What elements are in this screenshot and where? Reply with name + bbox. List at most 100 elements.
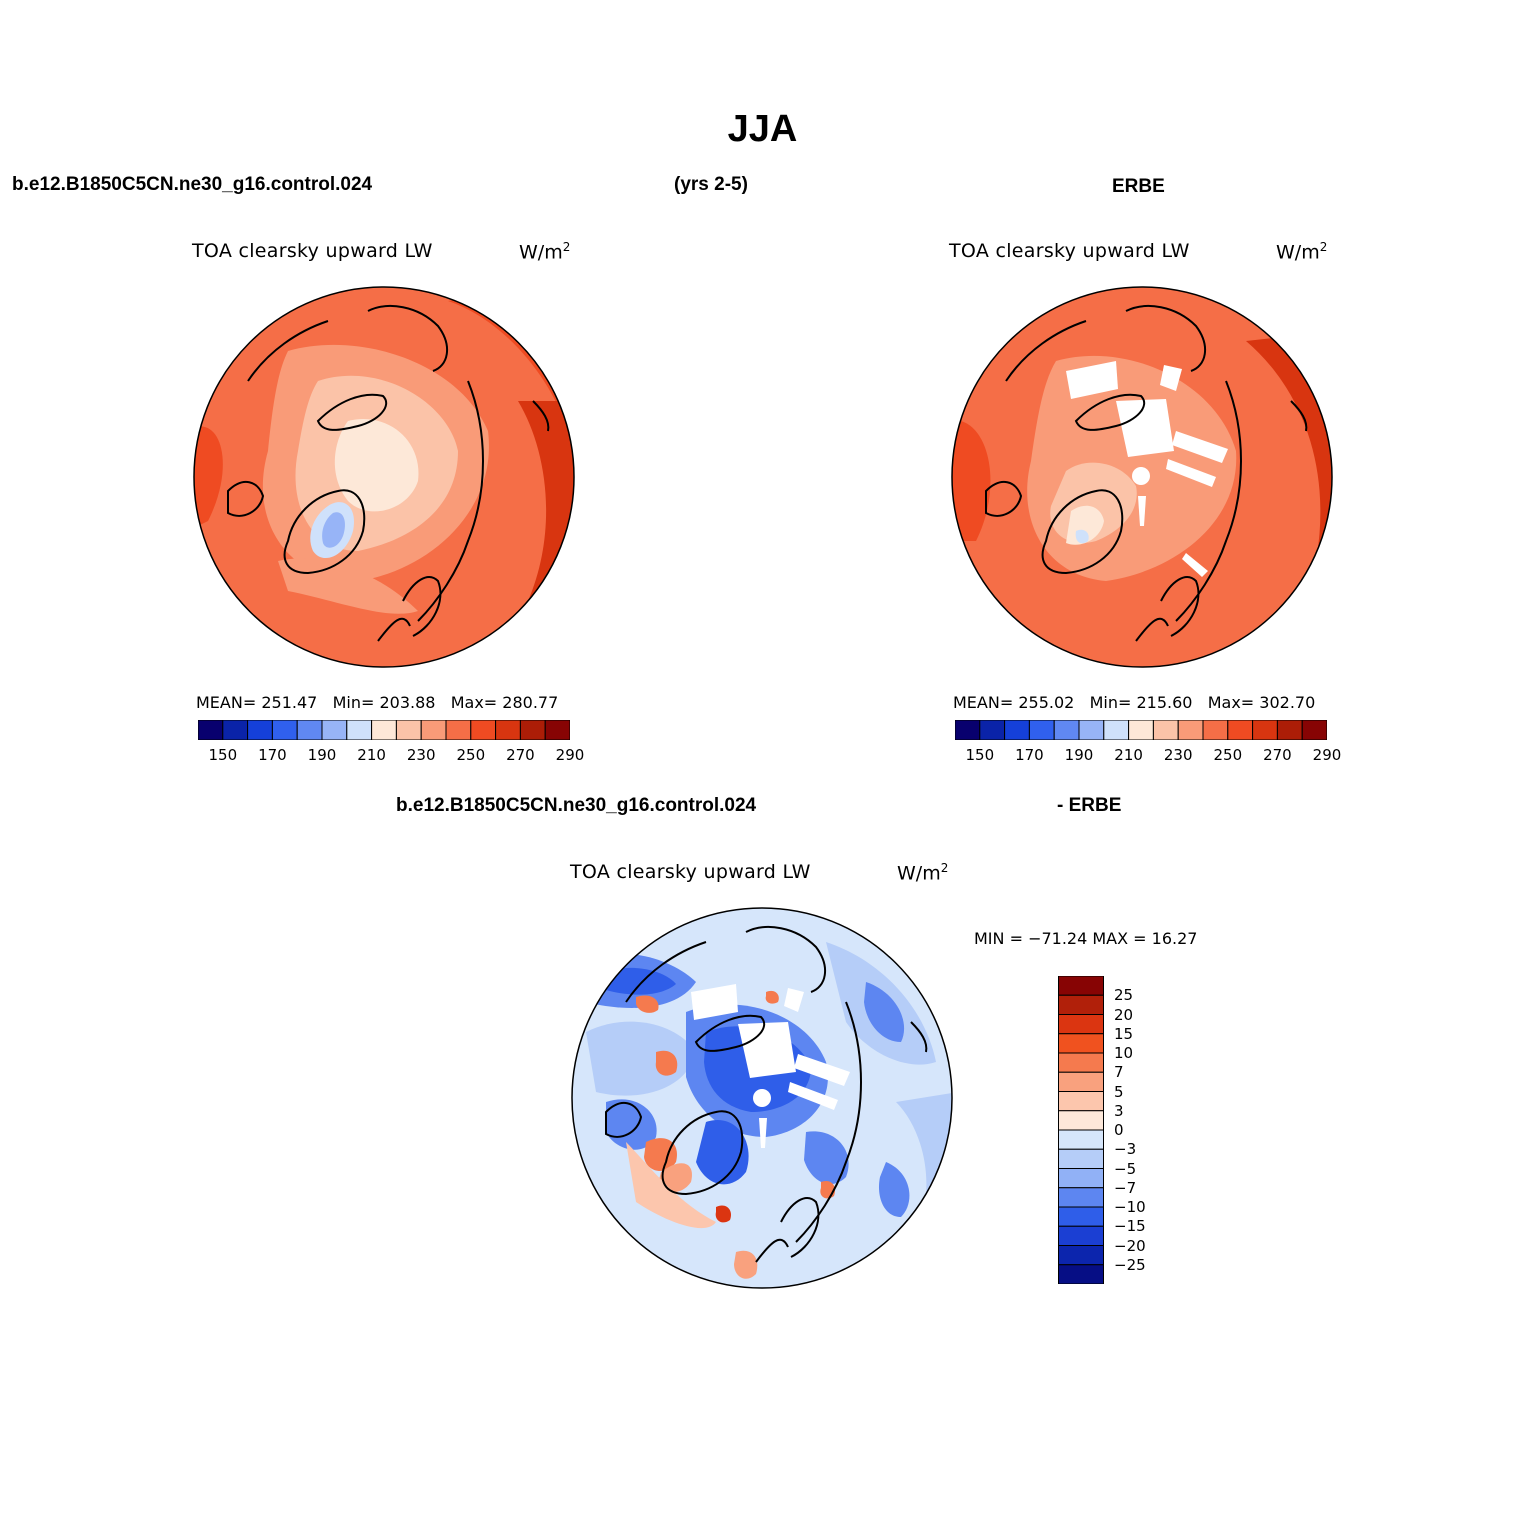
colorbar-swatch — [1058, 1264, 1104, 1284]
colorbar-tick-label: 150 — [965, 746, 995, 764]
colorbar-swatch — [1058, 1225, 1104, 1246]
colorbar-swatch — [1252, 720, 1278, 740]
colorbar-level-label: −10 — [1114, 1198, 1146, 1216]
colorbar-swatch — [1078, 720, 1105, 740]
colorbar-tick-label: 250 — [1213, 746, 1243, 764]
colorbar-level-label: 15 — [1114, 1024, 1134, 1043]
model-polar-map — [193, 286, 575, 668]
colorbar-tick-label: 230 — [406, 746, 436, 764]
colorbar-swatch — [395, 720, 422, 740]
colorbar-level-label: −15 — [1114, 1217, 1146, 1236]
colorbar-tick-label: 270 — [1263, 746, 1292, 764]
colorbar-swatch — [1058, 1033, 1104, 1054]
colorbar-swatch — [519, 720, 546, 740]
colorbar-level-label: −20 — [1114, 1236, 1146, 1255]
colorbar-swatch — [1058, 1206, 1104, 1227]
colorbar-swatch — [1058, 1129, 1104, 1150]
colorbar-swatch — [1301, 720, 1327, 740]
colorbar-swatch — [1058, 1014, 1104, 1035]
obs-polar-map — [951, 286, 1333, 668]
colorbar-swatch — [1058, 1245, 1104, 1266]
main-title: JJA — [727, 108, 798, 150]
colorbar-swatch — [1058, 1091, 1104, 1112]
obs-panel-title: TOA clearsky upward LW — [949, 240, 1190, 262]
colorbar-swatch — [1128, 720, 1154, 740]
colorbar-level-label: 10 — [1114, 1044, 1134, 1062]
model-colorbar-ticks: 150 170 190 210 230 250 270 290 — [198, 746, 584, 766]
colorbar-swatch — [271, 720, 298, 740]
colorbar-level-label: 3 — [1114, 1101, 1124, 1120]
colorbar-swatch — [420, 720, 447, 740]
colorbar-tick-label: 150 — [208, 746, 238, 764]
header-center: (yrs 2-5) — [674, 174, 748, 195]
colorbar-level-label: −5 — [1114, 1159, 1137, 1178]
colorbar-swatch — [1202, 720, 1229, 740]
colorbar-swatch — [1058, 1110, 1104, 1131]
colorbar-swatch — [371, 720, 397, 740]
diff-colorbar-labels: 25 20 15 10 7 5 3 0 −3 −5 −7 −10 −15 −20 −25 — [1114, 976, 1154, 1284]
colorbar-swatch — [1152, 720, 1179, 740]
model-units: W/m2 — [519, 240, 571, 264]
diff-header-right: - ERBE — [1057, 795, 1122, 816]
colorbar-level-label: 0 — [1114, 1121, 1124, 1139]
obs-units: W/m2 — [1276, 240, 1328, 264]
colorbar-level-label: −25 — [1114, 1255, 1146, 1274]
colorbar-swatch — [321, 720, 348, 740]
diff-panel-title: TOA clearsky upward LW — [570, 861, 811, 883]
obs-stats: MEAN= 255.02 Min= 215.60 Max= 302.70 — [953, 693, 1316, 712]
colorbar-level-label: 7 — [1114, 1063, 1124, 1082]
colorbar-tick-label: 250 — [456, 746, 486, 764]
colorbar-tick-label: 290 — [1312, 746, 1342, 764]
colorbar-tick-label: 210 — [357, 746, 386, 764]
colorbar-swatch — [470, 720, 497, 740]
colorbar-swatch — [1058, 1187, 1104, 1208]
diff-units: W/m2 — [897, 861, 949, 885]
diff-colorbar — [1058, 976, 1104, 1284]
colorbar-tick-label: 170 — [258, 746, 287, 764]
colorbar-tick-label: 270 — [506, 746, 535, 764]
colorbar-swatch — [1058, 1052, 1104, 1073]
colorbar-level-label: −7 — [1114, 1178, 1137, 1197]
colorbar-swatch — [1058, 976, 1104, 996]
colorbar-level-label: 20 — [1114, 1005, 1134, 1024]
diff-polar-map — [571, 907, 953, 1289]
colorbar-swatch — [1058, 1071, 1104, 1092]
model-colorbar — [198, 720, 570, 740]
colorbar-swatch — [296, 720, 323, 740]
colorbar-swatch — [222, 720, 249, 740]
colorbar-swatch — [1177, 720, 1204, 740]
colorbar-tick-label: 230 — [1163, 746, 1193, 764]
diff-minmax: MIN = −71.24 MAX = 16.27 — [974, 929, 1198, 948]
colorbar-tick-label: 290 — [555, 746, 585, 764]
header-right: ERBE — [1112, 176, 1165, 197]
colorbar-swatch — [1227, 720, 1254, 740]
colorbar-swatch — [1276, 720, 1303, 740]
colorbar-tick-label: 210 — [1114, 746, 1143, 764]
colorbar-level-label: −3 — [1114, 1140, 1137, 1159]
colorbar-level-label: 25 — [1114, 986, 1134, 1005]
colorbar-swatch — [544, 720, 570, 740]
colorbar-swatch — [1058, 994, 1104, 1015]
colorbar-tick-label: 170 — [1015, 746, 1044, 764]
colorbar-swatch — [979, 720, 1006, 740]
model-panel-title: TOA clearsky upward LW — [192, 240, 433, 262]
colorbar-swatch — [445, 720, 472, 740]
colorbar-swatch — [1028, 720, 1055, 740]
header-left: b.e12.B1850C5CN.ne30_g16.control.024 — [12, 174, 373, 195]
obs-colorbar — [955, 720, 1327, 740]
colorbar-swatch — [247, 720, 273, 740]
obs-colorbar-ticks: 150 170 190 210 230 250 270 290 — [955, 746, 1341, 766]
colorbar-tick-label: 190 — [1064, 746, 1094, 764]
model-stats: MEAN= 251.47 Min= 203.88 Max= 280.77 — [196, 693, 559, 712]
colorbar-swatch — [198, 720, 224, 740]
colorbar-swatch — [1058, 1148, 1104, 1169]
colorbar-tick-label: 190 — [307, 746, 337, 764]
colorbar-level-label: 5 — [1114, 1082, 1124, 1101]
colorbar-swatch — [1004, 720, 1030, 740]
colorbar-swatch — [495, 720, 521, 740]
colorbar-swatch — [1058, 1168, 1104, 1189]
colorbar-swatch — [955, 720, 981, 740]
colorbar-swatch — [346, 720, 373, 740]
diff-header-left: b.e12.B1850C5CN.ne30_g16.control.024 — [396, 795, 757, 816]
